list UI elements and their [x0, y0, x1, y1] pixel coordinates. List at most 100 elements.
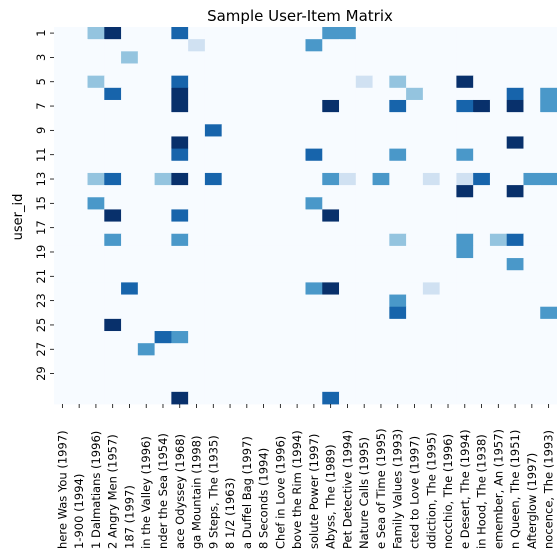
heatmap-cell — [54, 391, 72, 405]
x-tick-label: ga Mountain (1998) — [190, 436, 204, 549]
heatmap-cell — [204, 282, 223, 295]
heatmap-cell — [523, 258, 541, 271]
heatmap-cell — [406, 209, 424, 222]
heatmap-cell — [137, 124, 155, 137]
heatmap-cell — [422, 87, 441, 101]
heatmap-cell — [406, 270, 424, 283]
heatmap-cell — [339, 63, 357, 77]
heatmap-cell — [439, 379, 457, 393]
heatmap-cell — [439, 245, 457, 259]
heatmap-cell — [271, 391, 290, 405]
heatmap-cell — [389, 245, 407, 259]
heatmap-cell — [104, 318, 122, 332]
heatmap-cell — [473, 124, 491, 137]
heatmap-cell — [137, 172, 155, 186]
heatmap-cell — [406, 379, 424, 393]
heatmap-cell — [506, 160, 524, 174]
heatmap-cell — [154, 294, 172, 308]
heatmap-cell — [104, 75, 122, 89]
heatmap-cell — [154, 306, 172, 320]
heatmap-cell — [406, 148, 424, 162]
heatmap-cell — [271, 258, 290, 271]
heatmap-cell — [171, 160, 189, 174]
x-tick-label: a Duffel Bag (1997) — [240, 436, 254, 549]
heatmap-cell — [540, 197, 557, 210]
heatmap-cell — [540, 331, 557, 344]
heatmap-cell — [188, 258, 206, 271]
heatmap-cell — [87, 27, 105, 40]
heatmap-cell — [188, 87, 206, 101]
heatmap-cell — [540, 282, 557, 295]
heatmap-cell — [305, 112, 323, 125]
heatmap-cell — [87, 197, 105, 210]
heatmap-cell — [104, 258, 122, 271]
heatmap-cell — [406, 245, 424, 259]
heatmap-cell — [372, 148, 390, 162]
heatmap-cell — [154, 75, 172, 89]
heatmap-cell — [523, 209, 541, 222]
heatmap-cell — [87, 75, 105, 89]
x-tick-label: nocence, The (1993) — [542, 430, 556, 549]
heatmap-cell — [171, 99, 189, 113]
heatmap-cell — [255, 112, 273, 125]
heatmap-cell — [188, 99, 206, 113]
heatmap-cell — [204, 124, 223, 137]
heatmap-cell — [104, 39, 122, 52]
heatmap-cell — [104, 343, 122, 356]
heatmap-cell — [171, 148, 189, 162]
heatmap-cell — [171, 87, 189, 101]
heatmap-cell — [238, 343, 256, 356]
heatmap-cell — [87, 172, 105, 186]
heatmap-cell — [154, 270, 172, 283]
heatmap-cell — [255, 221, 273, 235]
heatmap-cell — [221, 221, 239, 235]
heatmap-cell — [506, 51, 524, 64]
heatmap-cell — [87, 245, 105, 259]
heatmap-cell — [473, 63, 491, 77]
heatmap-cell — [137, 306, 155, 320]
heatmap-cell — [339, 197, 357, 210]
heatmap-cell — [305, 136, 323, 150]
heatmap-cell — [238, 318, 256, 332]
heatmap-cell — [489, 160, 508, 174]
heatmap-cell — [171, 51, 189, 64]
heatmap-cell — [288, 185, 306, 198]
heatmap-cell — [204, 294, 223, 308]
heatmap-cell — [456, 258, 474, 271]
heatmap-cell — [104, 27, 122, 40]
heatmap-cell — [389, 112, 407, 125]
heatmap-cell — [70, 294, 88, 308]
y-axis-label: user_id — [11, 194, 26, 241]
heatmap-cell — [473, 136, 491, 150]
heatmap-cell — [221, 112, 239, 125]
heatmap-cell — [389, 391, 407, 405]
heatmap-cell — [439, 209, 457, 222]
heatmap-cell — [121, 197, 139, 210]
heatmap-cell — [372, 306, 390, 320]
heatmap-cell — [305, 282, 323, 295]
heatmap-cell — [70, 282, 88, 295]
heatmap-cell — [137, 318, 155, 332]
heatmap-cell — [372, 112, 390, 125]
heatmap-cell — [389, 124, 407, 137]
heatmap-cell — [271, 379, 290, 393]
heatmap-cell — [188, 63, 206, 77]
heatmap-cell — [322, 185, 340, 198]
x-tick-label: 1 Dalmatians (1996) — [89, 431, 103, 549]
heatmap-cell — [422, 27, 441, 40]
heatmap-cell — [473, 87, 491, 101]
heatmap-cell — [221, 51, 239, 64]
heatmap-cell — [339, 136, 357, 150]
heatmap-cell — [171, 197, 189, 210]
heatmap-cell — [406, 27, 424, 40]
heatmap-cell — [406, 112, 424, 125]
heatmap-cell — [439, 185, 457, 198]
heatmap-cell — [54, 51, 72, 64]
heatmap-cell — [355, 63, 373, 77]
heatmap-cell — [389, 148, 407, 162]
x-tick-label: Afterglow (1997) — [525, 453, 539, 549]
heatmap-cell — [238, 197, 256, 210]
heatmap-cell — [523, 367, 541, 381]
heatmap-cell — [473, 282, 491, 295]
